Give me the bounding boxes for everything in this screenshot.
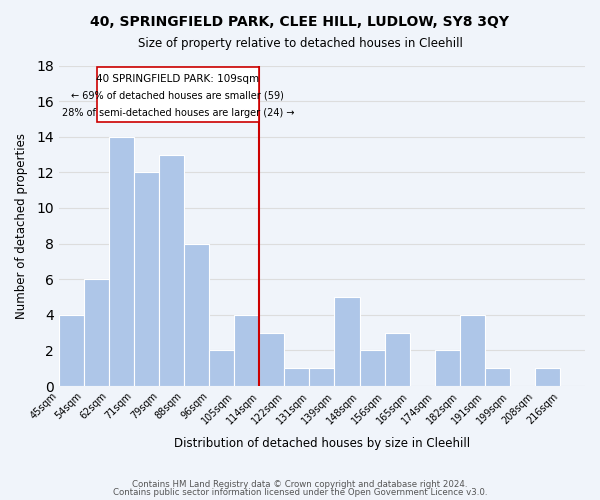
Bar	[385, 332, 410, 386]
Bar	[184, 244, 209, 386]
Bar	[310, 368, 334, 386]
Bar	[259, 332, 284, 386]
Bar	[134, 172, 159, 386]
Bar	[109, 136, 134, 386]
Text: 40, SPRINGFIELD PARK, CLEE HILL, LUDLOW, SY8 3QY: 40, SPRINGFIELD PARK, CLEE HILL, LUDLOW,…	[91, 15, 509, 29]
Text: ← 69% of detached houses are smaller (59): ← 69% of detached houses are smaller (59…	[71, 91, 284, 101]
Bar	[460, 315, 485, 386]
Y-axis label: Number of detached properties: Number of detached properties	[15, 133, 28, 319]
Bar	[359, 350, 385, 386]
Bar	[59, 315, 84, 386]
X-axis label: Distribution of detached houses by size in Cleehill: Distribution of detached houses by size …	[174, 437, 470, 450]
Bar	[284, 368, 310, 386]
Text: 40 SPRINGFIELD PARK: 109sqm: 40 SPRINGFIELD PARK: 109sqm	[97, 74, 259, 85]
Text: 28% of semi-detached houses are larger (24) →: 28% of semi-detached houses are larger (…	[62, 108, 294, 118]
Text: Size of property relative to detached houses in Cleehill: Size of property relative to detached ho…	[137, 38, 463, 51]
FancyBboxPatch shape	[97, 68, 259, 122]
Bar	[334, 297, 359, 386]
Bar	[485, 368, 510, 386]
Text: Contains public sector information licensed under the Open Government Licence v3: Contains public sector information licen…	[113, 488, 487, 497]
Bar	[84, 279, 109, 386]
Bar	[209, 350, 234, 386]
Bar	[434, 350, 460, 386]
Bar	[159, 154, 184, 386]
Bar	[535, 368, 560, 386]
Text: Contains HM Land Registry data © Crown copyright and database right 2024.: Contains HM Land Registry data © Crown c…	[132, 480, 468, 489]
Bar	[234, 315, 259, 386]
